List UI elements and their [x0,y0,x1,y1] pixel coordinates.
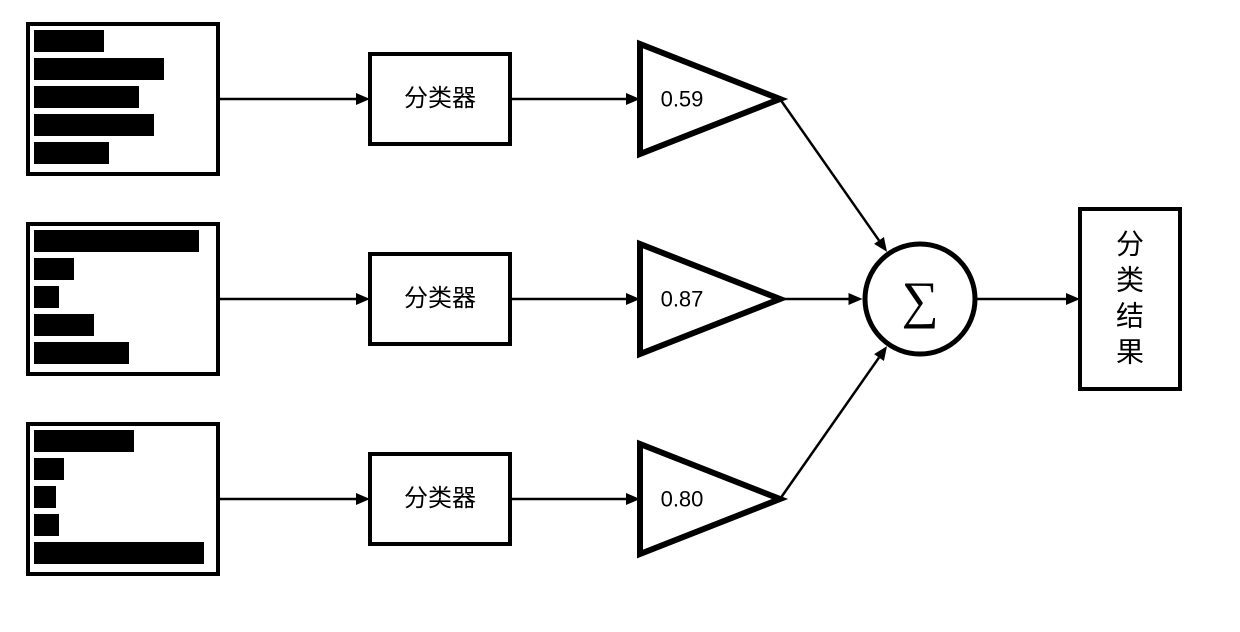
arrow-classifier-to-weight-3 [510,493,640,505]
weight-triangle-1: 0.59 [640,44,780,154]
classifier-label-3: 分类器 [404,485,476,512]
result-box: 分类结果 [1080,209,1180,389]
arrow-input-to-classifier-3 [218,493,370,505]
feature-box-3 [28,424,218,574]
feature-box-2-bar-1 [34,230,199,252]
sum-symbol: ∑ [901,273,938,330]
weight-triangle-2: 0.87 [640,244,780,354]
feature-box-3-bar-2 [34,458,64,480]
arrow-sum-to-result [975,293,1080,305]
weight-triangle-3: 0.80 [640,444,780,554]
feature-box-3-bar-3 [34,486,56,508]
weight-value-1: 0.59 [661,87,704,112]
feature-box-1-bar-5 [34,142,109,164]
arrow-classifier-to-weight-2 [510,293,640,305]
classifier-box-1: 分类器 [370,54,510,144]
feature-box-2-bar-4 [34,314,94,336]
arrow-weight-to-sum-1 [780,99,887,252]
feature-box-2-bar-5 [34,342,129,364]
feature-box-2-bar-3 [34,286,59,308]
sum-node: ∑ [865,244,975,354]
feature-box-2 [28,224,218,374]
feature-box-1 [28,24,218,174]
feature-box-1-bar-2 [34,58,164,80]
arrow-weight-to-sum-3 [780,346,887,499]
feature-box-3-bar-4 [34,514,59,536]
feature-box-1-bar-4 [34,114,154,136]
classifier-box-2: 分类器 [370,254,510,344]
feature-box-3-bar-5 [34,542,204,564]
arrow-weight-to-sum-2 [780,293,863,305]
feature-box-1-bar-1 [34,30,104,52]
feature-box-1-bar-3 [34,86,139,108]
classifier-box-3: 分类器 [370,454,510,544]
weight-value-2: 0.87 [661,287,704,312]
result-label: 分类结果 [1116,230,1144,369]
arrow-input-to-classifier-1 [218,93,370,105]
classifier-label-2: 分类器 [404,285,476,312]
weight-value-3: 0.80 [661,487,704,512]
arrow-input-to-classifier-2 [218,293,370,305]
classifier-ensemble-diagram: 分类器分类器分类器0.590.870.80∑分类结果 [0,0,1240,632]
classifier-label-1: 分类器 [404,85,476,112]
feature-box-3-bar-1 [34,430,134,452]
arrow-classifier-to-weight-1 [510,93,640,105]
feature-box-2-bar-2 [34,258,74,280]
